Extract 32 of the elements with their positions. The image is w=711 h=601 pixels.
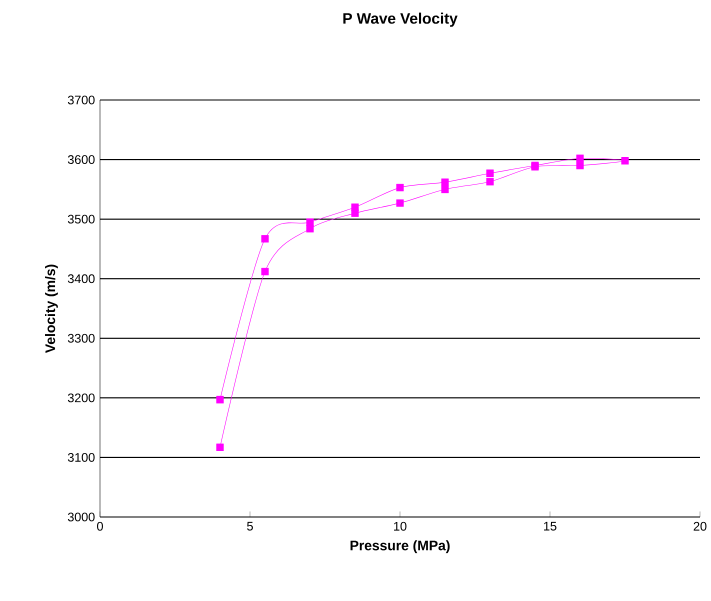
y-axis-title: Velocity (m/s) [45,264,58,354]
point [216,444,224,452]
x-tick-label: 0 [97,522,103,531]
point [261,235,269,243]
point [486,170,494,178]
y-tick-label: 3500 [68,214,95,224]
point [486,178,494,186]
y-tick-label: 3700 [68,96,95,104]
x-tick-label: 10 [394,522,406,531]
x-tick-label: 15 [544,522,556,531]
y-tick-label: 3600 [68,155,95,164]
y-tick-label: 3300 [68,334,95,343]
point [621,157,629,165]
y-tick-label: 3200 [68,393,95,402]
chart-title: P Wave Velocity [343,12,458,27]
point [396,184,404,192]
y-tick-label: 3100 [68,453,95,462]
point [576,162,584,170]
x-axis-title: Pressure (MPa) [350,540,450,554]
point [441,186,449,194]
y-tick-label: 3000 [68,512,95,522]
point [261,268,269,276]
point [216,396,224,404]
x-tick-label: 20 [694,522,706,531]
point [306,218,314,226]
point [351,203,359,211]
y-tick-label: 3400 [68,274,95,284]
point [576,154,584,162]
point [441,178,449,186]
x-tick-label: 5 [247,522,253,531]
point [306,224,314,232]
point [396,199,404,207]
